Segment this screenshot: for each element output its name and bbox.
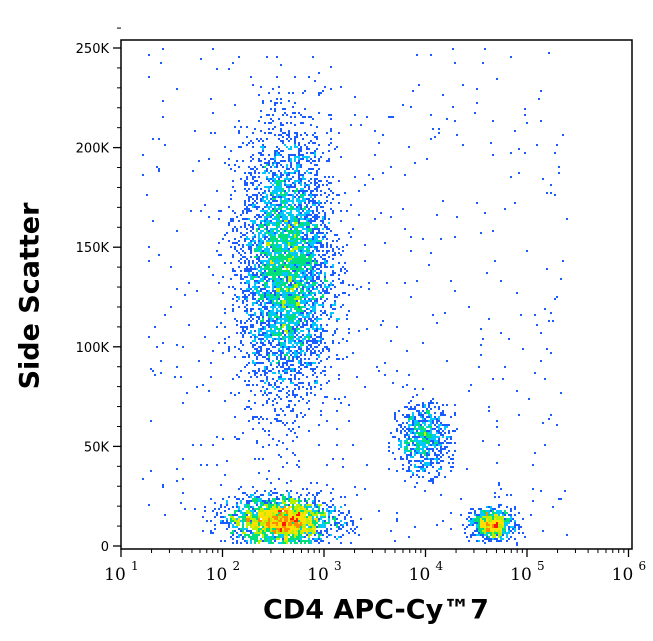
x-axis-title: CD4 APC-Cy™7 [263,594,489,626]
x-tick-exponent: 4 [436,559,444,573]
y-tick-label: 100K [76,341,110,356]
x-tick-exponent: 2 [233,559,241,573]
y-axis-title: Side Scatter [14,202,46,390]
x-tick-exponent: 3 [334,559,342,573]
x-tick-label: 10 [307,565,329,585]
data-points [142,48,568,546]
x-tick-label: 10 [612,565,634,585]
x-tick-label: 10 [206,565,228,585]
y-tick-label: 250K [76,42,110,57]
x-axis: 10 1 10 2 10 3 10 4 10 5 10 6 [104,549,646,585]
x-tick-exponent: 1 [131,559,139,573]
plot-frame [120,39,633,550]
y-tick-label: 150K [76,241,110,256]
y-axis: 0 50K 100K 150K 200K 250K [76,27,121,555]
x-tick-exponent: 5 [537,559,545,573]
y-tick-label: 50K [84,440,110,455]
x-tick-label: 10 [510,565,532,585]
x-tick-label: 10 [409,565,431,585]
y-tick-label: 0 [101,540,109,555]
y-tick-label: 200K [76,142,110,157]
x-tick-label: 10 [104,565,126,585]
x-tick-exponent: 6 [639,559,647,573]
